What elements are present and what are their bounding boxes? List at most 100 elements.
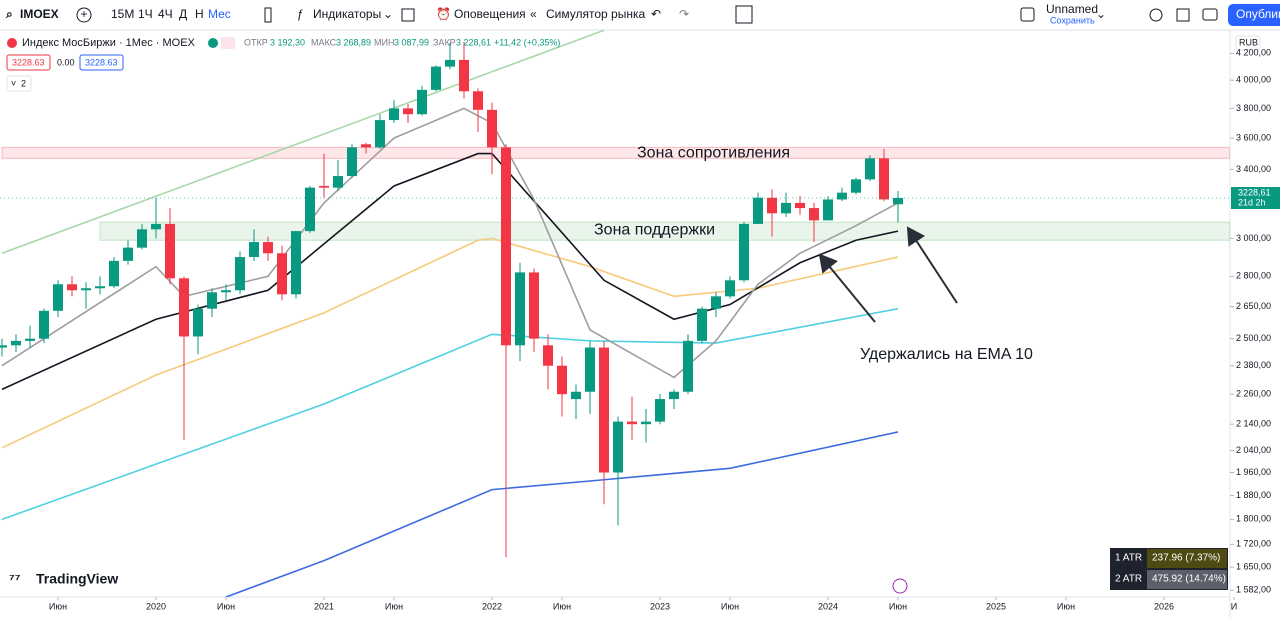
legend-close: 3 228,61 <box>456 37 491 47</box>
interval[interactable]: Н <box>195 7 204 21</box>
chart-type-icon[interactable] <box>264 7 272 23</box>
indicator-line <box>1 152 899 391</box>
y-tick-label: 2 800,00 <box>1236 271 1271 281</box>
add-symbol[interactable] <box>76 7 92 23</box>
collapsed-count[interactable]: 2 <box>21 78 26 88</box>
currency-box[interactable] <box>1235 35 1261 51</box>
candle-body <box>95 286 105 289</box>
dropdown[interactable]: ⌄ <box>1096 7 1106 21</box>
candle-body <box>487 109 497 148</box>
ask-box[interactable] <box>79 54 124 71</box>
legend-low-label: МИН <box>374 37 394 47</box>
watermark: TradingView <box>36 571 118 587</box>
arrow <box>906 226 958 304</box>
replay-icon: « <box>530 7 537 21</box>
candle-body <box>725 280 735 297</box>
legend-change: +11,42 (+0,35%) <box>494 37 560 47</box>
atr-name: 1 ATR <box>1115 553 1142 564</box>
y-tick-label: 2 260,00 <box>1236 389 1271 399</box>
interval[interactable]: 1Ч <box>138 7 153 21</box>
fullscreen-select[interactable] <box>735 5 753 24</box>
replay-button[interactable]: Симулятор рынка <box>546 7 645 21</box>
candle-body <box>109 260 119 287</box>
candle-body <box>459 59 469 92</box>
watermark-logo: ⁷⁷ <box>9 571 21 587</box>
layout-icon[interactable] <box>1020 7 1035 22</box>
candle-body <box>53 284 63 311</box>
candle-body <box>613 421 623 473</box>
candle-body <box>165 223 175 279</box>
candle-body <box>543 345 553 366</box>
save-button[interactable]: Сохранить <box>1050 15 1095 25</box>
indicators-icon: ƒ <box>297 7 304 21</box>
bid[interactable]: 3228.63 <box>12 57 45 67</box>
y-tick-label: 1 720,00 <box>1236 539 1271 549</box>
interval[interactable]: Д <box>179 7 187 21</box>
candle-body <box>655 399 665 422</box>
fullscreen-icon[interactable] <box>1176 8 1190 22</box>
x-tick-label: Июн <box>889 601 907 611</box>
snapshot-icon[interactable] <box>1202 8 1218 21</box>
alerts-button[interactable]: Оповещения <box>454 7 526 21</box>
interval-active[interactable]: Мес <box>208 7 231 21</box>
events-icon[interactable] <box>892 578 908 594</box>
candle-body <box>599 347 609 473</box>
y-tick-label: 3 600,00 <box>1236 132 1271 142</box>
last-price-label: 3228,61 <box>1238 187 1271 197</box>
bid-box[interactable] <box>6 54 51 71</box>
y-tick-label: 2 140,00 <box>1236 419 1271 429</box>
currency[interactable]: RUB <box>1239 37 1258 47</box>
x-tick-label: 2023 <box>650 601 670 611</box>
candle-body <box>809 208 819 221</box>
symbol[interactable]: IMOEX <box>20 7 59 21</box>
candle-body <box>11 340 21 346</box>
interval[interactable]: 4Ч <box>158 7 173 21</box>
candle-body <box>879 158 889 200</box>
candle-body <box>179 278 189 337</box>
candle-body <box>347 147 357 177</box>
collapse-box[interactable] <box>6 75 32 92</box>
status-badge <box>221 37 235 49</box>
y-tick-label: 2 500,00 <box>1236 333 1271 343</box>
candle-body <box>697 308 707 341</box>
candle-body <box>865 158 875 180</box>
x-tick-label: И <box>1231 601 1237 611</box>
plot <box>0 30 1230 597</box>
candle-body <box>235 257 245 291</box>
settings-icon[interactable] <box>1149 8 1163 22</box>
legend-close-label: ЗАКР <box>433 37 456 47</box>
candle-body <box>445 59 455 67</box>
ask[interactable]: 3228.63 <box>85 57 118 67</box>
undo[interactable]: ↶ <box>651 7 661 21</box>
legend-open: 3 192,30 <box>270 37 305 47</box>
candle-body <box>151 223 161 230</box>
candle-body <box>403 108 413 115</box>
y-tick-label: 1 582,00 <box>1236 585 1271 595</box>
candle-body <box>193 308 203 337</box>
indicator-line <box>1 307 899 521</box>
candle-body <box>585 347 595 392</box>
spread: 0.00 <box>57 57 75 67</box>
publish-button[interactable] <box>1228 4 1280 26</box>
x-tick-label: 2020 <box>146 601 166 611</box>
redo[interactable]: ↷ <box>679 7 689 21</box>
candle-body <box>627 421 637 425</box>
interval[interactable]: 15М <box>111 7 134 21</box>
atr-value-bg <box>1147 570 1227 589</box>
y-tick-label: 3 400,00 <box>1236 164 1271 174</box>
legend-title: Индекс МосБиржи · 1Мес · MOEX <box>22 37 196 49</box>
search-icon[interactable]: ⌕ <box>5 7 13 21</box>
candle-body <box>375 120 385 148</box>
candle-body <box>739 223 749 281</box>
layout-name[interactable]: Unnamed <box>1046 2 1098 16</box>
x-tick-label: 2026 <box>1154 601 1174 611</box>
templates-icon[interactable] <box>401 8 415 22</box>
indicators-button[interactable]: Индикаторы <box>313 7 381 21</box>
atr-value-bg <box>1147 549 1227 568</box>
candle-body <box>795 202 805 209</box>
candle-body <box>221 290 231 293</box>
x-tick-label: Июн <box>217 601 235 611</box>
x-tick-label: Июн <box>49 601 67 611</box>
dropdown[interactable]: ⌄ <box>383 7 393 21</box>
